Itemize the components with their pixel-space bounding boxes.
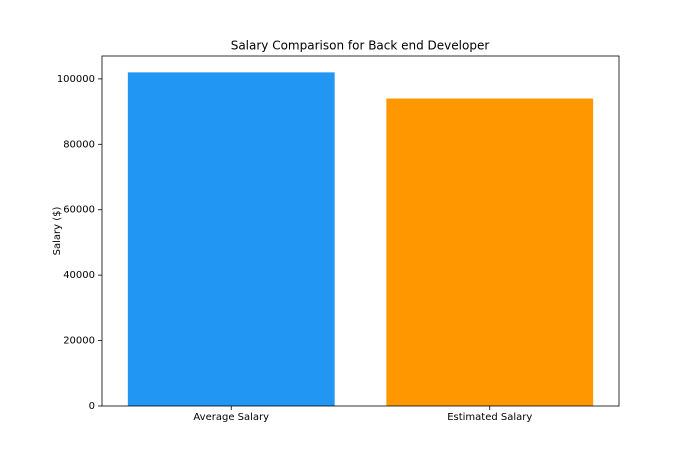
x-tick-label: Average Salary (193, 412, 269, 423)
x-tick-label: Estimated Salary (447, 412, 532, 423)
chart-title: Salary Comparison for Back end Developer (231, 39, 490, 53)
y-axis-label: Salary ($) (52, 207, 63, 256)
y-tick-label: 100000 (57, 74, 95, 85)
y-tick-label: 60000 (63, 205, 95, 216)
y-tick-label: 0 (89, 401, 95, 412)
bar (127, 72, 335, 407)
y-tick-label: 20000 (63, 336, 95, 347)
y-tick-label: 80000 (63, 139, 95, 150)
plot-frame (101, 55, 620, 407)
bar (386, 98, 594, 406)
y-tick-label: 40000 (63, 270, 95, 281)
